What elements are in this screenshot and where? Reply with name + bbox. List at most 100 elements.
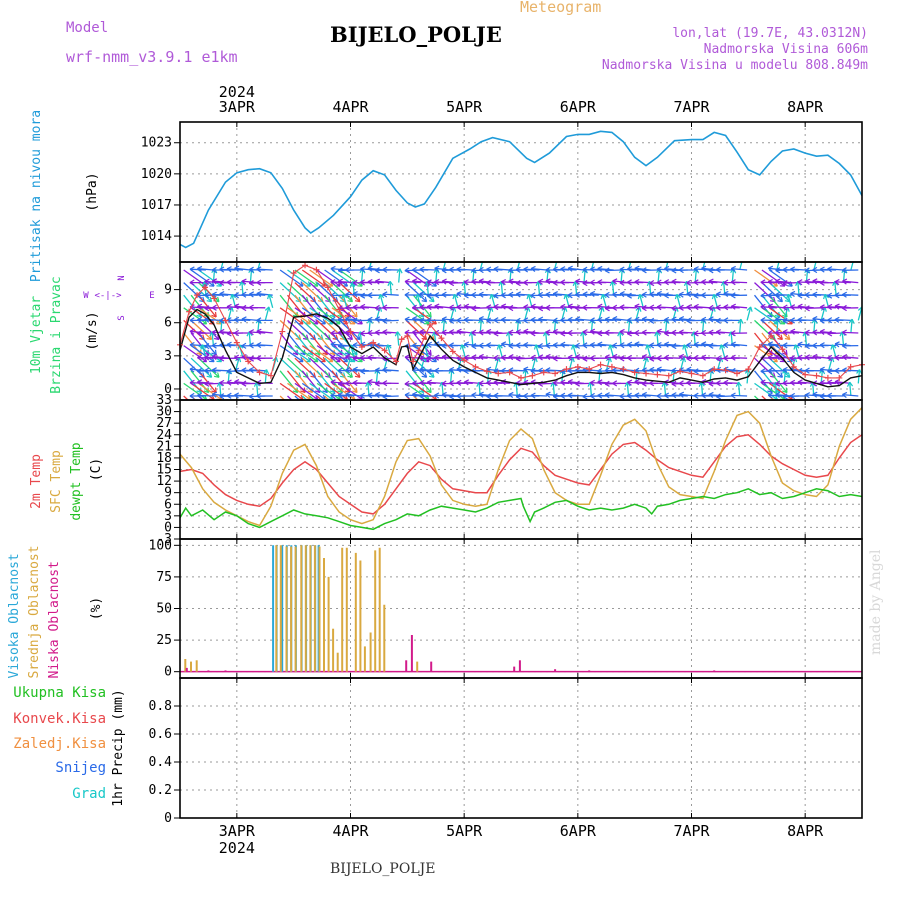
wind-arrow-head — [374, 342, 380, 349]
wind-arrow-head — [197, 330, 203, 337]
wind-arrow — [700, 382, 704, 397]
wind-gust-marker — [279, 328, 286, 335]
wind-arrow-head — [426, 311, 432, 318]
wind-arrow-head — [819, 342, 825, 349]
wind-gust-marker — [574, 363, 581, 370]
wind-arrow-head — [589, 392, 595, 400]
wind-arrow-head — [664, 316, 670, 324]
wind-arrow-head — [211, 391, 218, 398]
wind-arrow-head — [666, 257, 671, 262]
wind-arrow-head — [204, 278, 210, 285]
wind-arrow — [379, 294, 385, 308]
wind-arrow — [201, 344, 207, 359]
wind-arrow-head — [678, 329, 684, 336]
wind-arrow-head — [834, 278, 840, 286]
wind-arrow-head — [678, 316, 685, 323]
wind-arrow-head — [827, 379, 833, 386]
wind-arrow-head — [354, 372, 361, 378]
wind-arrow-head — [374, 391, 381, 398]
wind-arrow — [204, 356, 221, 359]
wind-arrow-head — [629, 257, 634, 262]
wind-arrow-head — [526, 293, 533, 300]
wind-arrow — [324, 395, 330, 400]
wind-gust-marker — [381, 347, 388, 354]
wind-arrow-head — [664, 265, 670, 272]
wind-gust-marker — [688, 370, 695, 377]
wind-arrow — [664, 356, 681, 359]
wind-arrow-head — [804, 329, 810, 336]
wind-arrow-head — [777, 372, 783, 378]
wind-arrow-head — [775, 278, 781, 285]
wind-arrow — [797, 381, 814, 385]
y-tick-label: 0 — [164, 382, 172, 397]
wind-arrow-head — [330, 392, 336, 399]
wind-arrow — [456, 268, 473, 271]
wind-arrow — [731, 394, 748, 397]
wind-arrow-head — [449, 342, 455, 349]
wind-arrow — [552, 382, 556, 397]
wind-arrow — [226, 306, 244, 309]
wind-arrow-head — [552, 342, 558, 349]
wind-gust-marker — [324, 284, 331, 291]
wind-arrow-head — [608, 344, 615, 350]
wind-arrow — [671, 394, 688, 397]
wind-arrow-head — [441, 354, 447, 361]
wind-arrow-head — [671, 342, 677, 350]
wind-arrow-head — [597, 392, 603, 399]
wind-arrow-head — [434, 392, 440, 399]
wind-arrow-head — [612, 380, 618, 387]
wind-arrow-head — [715, 329, 722, 336]
wind-arrow-head — [486, 279, 492, 286]
wind-arrow-head — [515, 393, 521, 400]
y-tick-label: 15 — [156, 463, 172, 478]
wind-arrow-head — [804, 267, 810, 274]
wind-arrow-head — [311, 410, 316, 415]
wind-gust-marker — [540, 369, 547, 376]
wind-arrow-head — [730, 354, 736, 361]
wind-arrow-head — [404, 316, 410, 323]
wind-arrow-head — [486, 342, 492, 349]
wind-arrow-head — [493, 266, 499, 273]
wind-arrow-head — [347, 334, 353, 341]
wind-arrow-head — [530, 265, 536, 272]
wind-arrow — [442, 262, 447, 271]
wind-arrow-head — [827, 317, 833, 324]
wind-arrow-head — [767, 341, 774, 348]
wind-arrow-head — [656, 341, 662, 349]
wind-arrow-head — [552, 328, 558, 335]
wind-arrow — [413, 395, 419, 400]
wind-arrow — [316, 269, 341, 287]
wind-arrow — [248, 331, 252, 346]
wind-arrow — [761, 382, 786, 400]
wind-arrow — [234, 267, 251, 271]
wind-arrow-head — [211, 311, 217, 318]
wind-arrow-head — [767, 367, 773, 374]
wind-arrow — [739, 319, 742, 334]
wind-arrow-head — [337, 278, 343, 285]
wind-arrow-head — [219, 355, 225, 362]
wind-arrow-head — [814, 257, 819, 262]
wind-arrow-head — [394, 331, 401, 337]
wind-arrow-head — [426, 354, 432, 362]
wind-arrow-head — [671, 392, 677, 399]
wind-arrow-head — [345, 391, 351, 398]
wind-arrow-head — [360, 330, 366, 337]
wind-arrow-head — [545, 367, 551, 374]
wind-arrow — [426, 281, 429, 296]
wind-arrow-head — [782, 366, 788, 374]
wind-arrow-head — [523, 317, 529, 324]
wind-arrow — [427, 306, 444, 309]
model-label: Model — [66, 20, 109, 36]
wind-gust-marker — [654, 371, 661, 378]
wind-arrow-head — [530, 316, 536, 324]
wind-arrow-head — [619, 355, 625, 362]
wind-arrow — [255, 382, 259, 397]
wind-arrow-head — [723, 355, 729, 362]
wind-arrow-head — [189, 266, 195, 273]
wind-arrow-head — [812, 391, 818, 398]
wind-arrow-head — [778, 410, 783, 415]
wind-arrow-head — [671, 316, 677, 323]
wind-arrow-head — [782, 329, 788, 336]
wind-arrow-head — [589, 279, 595, 286]
